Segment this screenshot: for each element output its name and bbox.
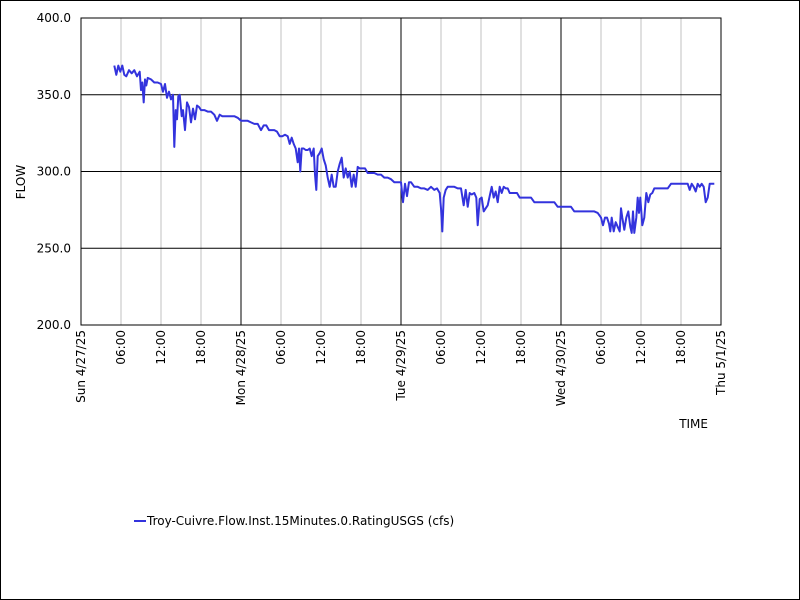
x-tick-label: Thu 5/1/25 [714,330,728,396]
x-tick-label: Mon 4/28/25 [234,330,248,405]
x-tick-label: 12:00 [314,330,328,365]
x-tick-label: Tue 4/29/25 [394,330,408,402]
grid-lines [81,18,721,325]
y-tick-label: 400.0 [37,11,71,25]
x-tick-label: 12:00 [474,330,488,365]
x-tick-label: Sun 4/27/25 [74,330,88,403]
y-tick-label: 300.0 [37,165,71,179]
x-tick-label: Wed 4/30/25 [554,330,568,406]
x-tick-label: 12:00 [634,330,648,365]
x-tick-label: 06:00 [434,330,448,365]
x-tick-label: 18:00 [194,330,208,365]
x-tick-labels: Sun 4/27/25 06:00 12:00 18:00 Mon 4/28/25 06:… [74,330,728,406]
legend-entry: Troy-Cuivre.Flow.Inst.15Minutes.0.Rating… [146,514,454,528]
x-tick-label: 06:00 [274,330,288,365]
x-tick-label: 18:00 [514,330,528,365]
y-tick-labels: 200.0 250.0 300.0 350.0 400.0 [37,11,71,332]
x-axis-label: TIME [678,417,708,431]
x-tick-label: 18:00 [354,330,368,365]
x-tick-label: 06:00 [114,330,128,365]
series-group [113,64,715,234]
series-line-0 [113,64,715,234]
y-tick-label: 250.0 [37,241,71,255]
legend: Troy-Cuivre.Flow.Inst.15Minutes.0.Rating… [134,514,454,528]
y-tick-label: 200.0 [37,318,71,332]
x-tick-label: 18:00 [674,330,688,365]
x-tick-label: 12:00 [154,330,168,365]
plot-border [80,17,722,326]
y-tick-label: 350.0 [37,88,71,102]
x-tick-label: 06:00 [594,330,608,365]
y-axis-label: FLOW [14,165,28,200]
